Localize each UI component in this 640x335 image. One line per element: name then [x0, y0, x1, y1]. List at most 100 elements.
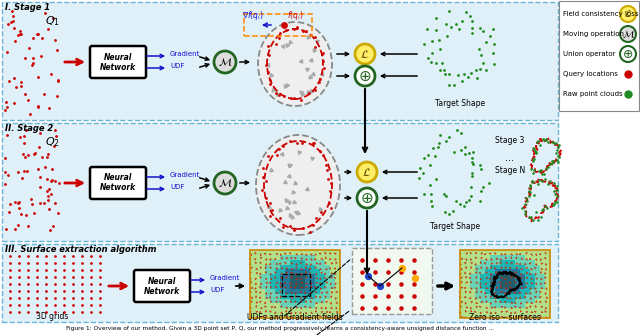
Point	[427, 39, 437, 44]
Circle shape	[214, 51, 236, 73]
Point	[86, 302, 96, 308]
Bar	[485, 289, 490, 294]
Point	[59, 267, 69, 273]
Bar	[290, 250, 295, 255]
Bar	[325, 284, 330, 289]
Bar	[285, 304, 290, 308]
Bar	[265, 294, 270, 298]
Point	[47, 224, 58, 229]
Bar	[250, 250, 340, 318]
Point	[536, 167, 546, 173]
Point	[40, 10, 50, 16]
Text: UDF: UDF	[170, 63, 184, 69]
Point	[258, 165, 268, 171]
Point	[260, 179, 271, 184]
Point	[32, 302, 42, 308]
Point	[410, 275, 420, 281]
Point	[396, 293, 406, 299]
Bar	[295, 313, 300, 318]
Point	[467, 30, 477, 36]
Bar	[525, 294, 530, 298]
Point	[23, 267, 33, 273]
Point	[32, 267, 42, 273]
Point	[257, 187, 268, 192]
Point	[548, 189, 559, 194]
Bar	[250, 255, 255, 260]
Point	[396, 269, 406, 275]
Point	[460, 145, 470, 150]
Point	[19, 91, 29, 97]
Bar	[250, 308, 255, 313]
Point	[5, 281, 15, 287]
Bar	[310, 250, 315, 255]
Bar	[320, 269, 325, 274]
Bar	[255, 274, 260, 279]
Point	[263, 153, 273, 159]
Bar	[460, 298, 465, 304]
Bar	[275, 274, 280, 279]
Point	[0, 182, 10, 187]
Point	[531, 209, 541, 214]
Bar	[485, 304, 490, 308]
Point	[86, 253, 96, 259]
Bar	[335, 308, 340, 313]
Bar	[265, 308, 270, 313]
Point	[463, 74, 474, 80]
Bar	[500, 284, 505, 289]
Bar	[495, 298, 500, 304]
Text: $\mathcal{M}$: $\mathcal{M}$	[218, 177, 232, 189]
Point	[541, 205, 552, 210]
Point	[19, 140, 29, 145]
Bar	[460, 274, 465, 279]
Bar	[465, 255, 470, 260]
Point	[456, 130, 467, 135]
Point	[59, 288, 69, 294]
Point	[50, 302, 60, 308]
Point	[528, 218, 538, 223]
Point	[50, 295, 60, 301]
Point	[357, 257, 367, 263]
Point	[44, 207, 54, 212]
Point	[24, 45, 34, 51]
Point	[553, 153, 563, 158]
Bar	[330, 284, 335, 289]
Point	[323, 176, 333, 181]
Bar	[300, 304, 305, 308]
Point	[526, 166, 536, 172]
Point	[383, 269, 393, 275]
Bar	[300, 308, 305, 313]
Point	[528, 145, 538, 151]
Text: $f(q_i)$: $f(q_i)$	[287, 9, 303, 22]
Bar	[325, 308, 330, 313]
Bar	[285, 284, 290, 289]
Bar	[325, 279, 330, 284]
Bar	[465, 313, 470, 318]
Point	[370, 281, 380, 287]
Bar	[335, 250, 340, 255]
Point	[545, 162, 555, 167]
Bar	[540, 250, 545, 255]
Bar	[315, 274, 320, 279]
Bar	[280, 304, 285, 308]
Point	[77, 274, 87, 280]
Point	[538, 178, 548, 183]
Text: $\oplus$: $\oplus$	[358, 68, 372, 83]
Point	[467, 25, 477, 30]
Point	[456, 19, 467, 24]
Bar	[530, 279, 535, 284]
Point	[318, 58, 328, 64]
Point	[53, 78, 63, 83]
Bar	[310, 265, 315, 269]
Bar	[325, 250, 330, 255]
Bar	[320, 284, 325, 289]
Bar	[510, 284, 515, 289]
Bar	[335, 255, 340, 260]
Bar	[475, 298, 480, 304]
Point	[539, 172, 549, 177]
Point	[15, 31, 26, 37]
Bar	[275, 289, 280, 294]
Bar	[315, 279, 320, 284]
Point	[59, 309, 69, 315]
Text: II. Stage 2: II. Stage 2	[5, 124, 53, 133]
Bar	[460, 304, 465, 308]
